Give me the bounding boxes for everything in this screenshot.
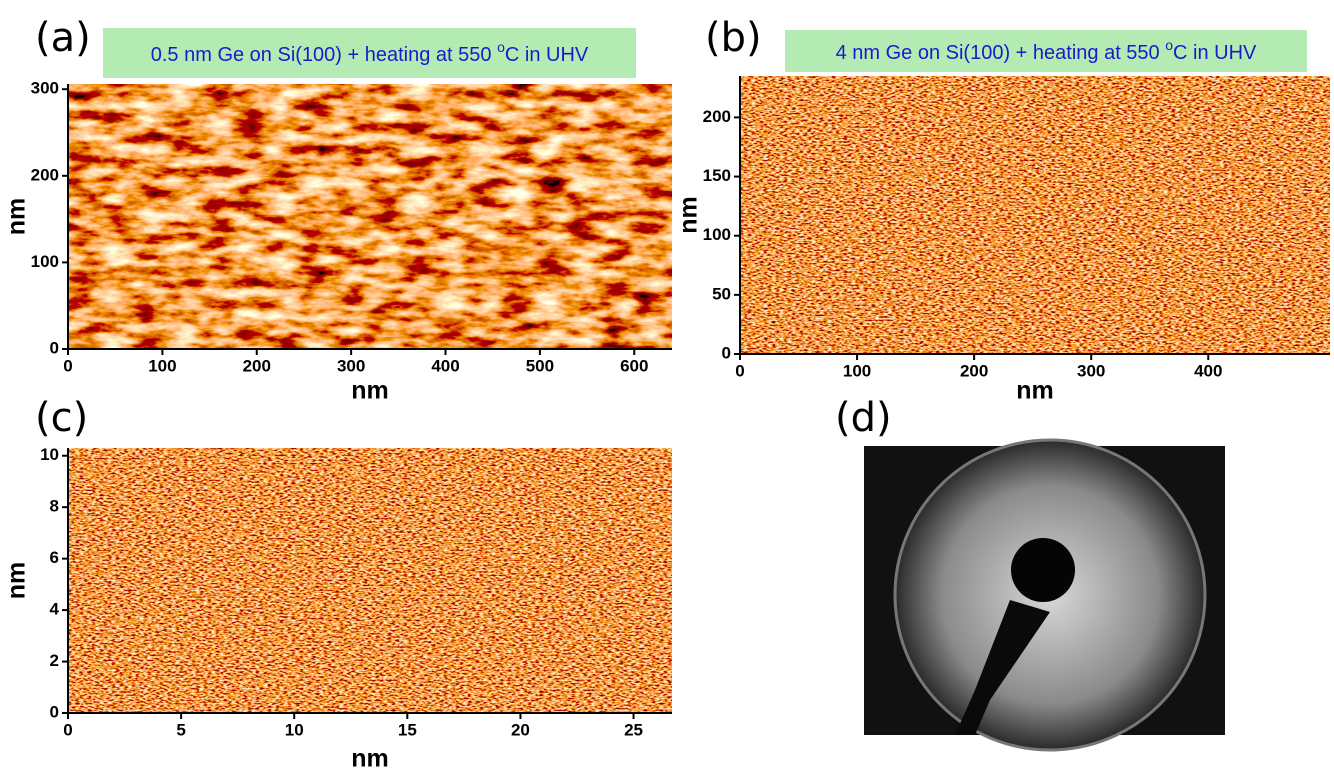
y-tick-label: 150 — [703, 166, 731, 185]
x-tick-label: 20 — [511, 720, 530, 739]
y-axis-label: nm — [3, 198, 31, 236]
panel-title: 0.5 nm Ge on Si(100) + heating at 550 oC… — [151, 39, 589, 67]
x-tick-label: 300 — [1077, 361, 1105, 380]
holder-shadow — [955, 600, 1050, 735]
title-part: C in UHV — [505, 44, 589, 66]
y-tick-label: 6 — [50, 548, 59, 567]
title-background — [103, 28, 636, 78]
x-tick-label: 100 — [843, 361, 871, 380]
panel-label: (b) — [705, 15, 762, 61]
x-tick-label: 25 — [624, 720, 643, 739]
stm-texture — [68, 84, 672, 349]
title-part: 0.5 nm Ge on Si(100) + heating at 550 — [151, 44, 497, 66]
x-tick-label: 600 — [620, 356, 648, 375]
panel-label: (c) — [35, 395, 88, 441]
y-tick-label: 0 — [50, 338, 59, 357]
x-tick-label: 200 — [960, 361, 988, 380]
stm-texture — [740, 76, 1330, 354]
x-tick-label: 0 — [63, 720, 72, 739]
x-tick-label: 0 — [735, 361, 744, 380]
y-tick-label: 200 — [31, 165, 59, 184]
y-tick-label: 8 — [50, 497, 59, 516]
y-axis-label: nm — [3, 562, 31, 600]
x-tick-label: 0 — [63, 356, 72, 375]
x-axis-label: nm — [351, 745, 389, 773]
x-tick-label: 400 — [1194, 361, 1222, 380]
stm-texture — [68, 448, 672, 713]
y-tick-label: 200 — [703, 107, 731, 126]
panel-label: (a) — [35, 15, 91, 61]
x-tick-label: 15 — [398, 720, 417, 739]
x-axis-label: nm — [1016, 377, 1054, 405]
y-tick-label: 0 — [50, 702, 59, 721]
y-tick-label: 50 — [712, 284, 731, 303]
y-tick-label: 100 — [703, 225, 731, 244]
x-tick-label: 400 — [431, 356, 459, 375]
x-tick-label: 300 — [337, 356, 365, 375]
title-part: o — [1165, 37, 1173, 53]
panel-label: (d) — [835, 395, 892, 441]
x-tick-label: 100 — [148, 356, 176, 375]
x-axis-label: nm — [351, 377, 389, 405]
y-tick-label: 4 — [50, 600, 60, 619]
panel-title: 4 nm Ge on Si(100) + heating at 550 oC i… — [836, 37, 1257, 65]
y-tick-label: 10 — [40, 445, 59, 464]
y-tick-label: 2 — [50, 651, 59, 670]
x-tick-label: 200 — [243, 356, 271, 375]
y-tick-label: 0 — [722, 343, 731, 362]
x-tick-label: 500 — [526, 356, 554, 375]
x-tick-label: 10 — [285, 720, 304, 739]
x-tick-label: 5 — [176, 720, 185, 739]
title-part: 4 nm Ge on Si(100) + heating at 550 — [836, 42, 1166, 64]
sample-shadow — [1011, 538, 1075, 602]
title-part: C in UHV — [1173, 42, 1257, 64]
y-tick-label: 100 — [31, 252, 59, 271]
title-background — [785, 30, 1307, 72]
title-part: o — [497, 39, 505, 55]
y-axis-label: nm — [675, 196, 703, 234]
y-tick-label: 300 — [31, 79, 59, 98]
